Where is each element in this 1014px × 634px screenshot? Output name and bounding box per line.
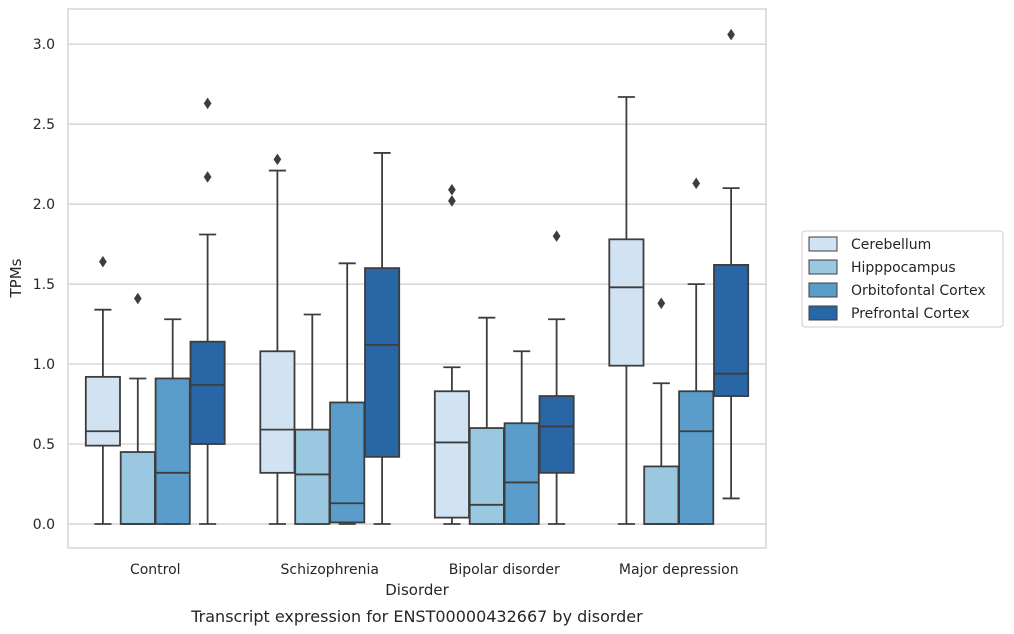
outlier-point-0 (133, 292, 142, 305)
outlier-point-1 (203, 97, 212, 110)
box-body (364, 267, 401, 458)
box-3-3 (713, 28, 750, 500)
y-tick-label-5: 2.5 (33, 117, 55, 133)
legend-swatch (808, 259, 838, 275)
box-body (294, 428, 331, 525)
box-0-0 (84, 255, 121, 525)
box-body (329, 401, 366, 524)
box-body (154, 377, 191, 525)
y-tick-label-0: 0.0 (33, 517, 55, 533)
box-1-0 (119, 292, 156, 525)
y-tick-label-1: 0.5 (33, 437, 55, 453)
box-body (189, 340, 226, 445)
box-0-2 (433, 183, 470, 525)
box-body (678, 390, 715, 525)
box-body (84, 375, 121, 447)
legend-frame (801, 230, 1004, 328)
box-body (608, 238, 645, 367)
x-axis-label: Disorder (385, 581, 449, 599)
box-body (503, 422, 540, 525)
box-2-2 (503, 350, 540, 525)
y-tick-label-2: 1.0 (33, 357, 55, 373)
boxes (84, 28, 750, 525)
legend-swatch (808, 305, 838, 321)
box-body (119, 451, 156, 525)
legend: Cerebellum Hipppocampus Orbitofontal Corte… (801, 230, 1004, 328)
legend-item-1: Hipppocampus (808, 259, 956, 276)
box-2-3 (678, 177, 715, 525)
outlier-point-0 (727, 28, 736, 41)
box-3-1 (364, 152, 401, 525)
y-tick-label-4: 2.0 (33, 197, 55, 213)
box-2-1 (329, 262, 366, 525)
box-body (433, 390, 470, 519)
legend-swatch (808, 236, 838, 252)
box-body (538, 395, 575, 474)
x-tick-label-0: Control (130, 562, 181, 578)
legend-swatch (808, 282, 838, 298)
box-2-0 (154, 318, 191, 525)
y-tick-label-6: 3.0 (33, 37, 55, 53)
legend-label: Cerebellum (851, 237, 931, 253)
outlier-point-0 (657, 297, 666, 310)
box-body (643, 465, 680, 525)
x-tick-label-1: Schizophrenia (281, 562, 379, 578)
box-body (259, 350, 296, 474)
box-body (468, 427, 505, 525)
outlier-point-0 (203, 171, 212, 183)
outlier-point-1 (447, 183, 456, 196)
x-tick-labels: Control Schizophrenia Bipolar disorder Majo… (130, 562, 739, 578)
outlier-point-0 (692, 177, 701, 190)
box-1-2 (468, 316, 505, 525)
y-axis-label: TPMs (7, 258, 25, 298)
outlier-point-0 (552, 230, 561, 242)
plot-frame (67, 8, 767, 549)
outlier-point-0 (273, 153, 282, 166)
legend-item-3: Prefrontal Cortex (808, 305, 970, 322)
x-tick-label-3: Major depression (619, 562, 739, 578)
box-3-2 (538, 230, 575, 525)
legend-item-2: Orbitofontal Cortex (808, 282, 986, 299)
y-tick-label-3: 1.5 (33, 277, 55, 293)
legend-item-0: Cerebellum (808, 236, 931, 253)
outlier-point-0 (447, 195, 456, 207)
legend-label: Hipppocampus (851, 260, 956, 276)
outlier-point-0 (98, 255, 107, 268)
box-0-3 (608, 96, 645, 525)
box-body (713, 264, 750, 397)
y-tick-labels: 0.0 0.5 1.0 1.5 2.0 2.5 3.0 (33, 37, 55, 533)
legend-label: Prefrontal Cortex (851, 306, 970, 322)
box-3-0 (189, 97, 226, 525)
legend-label: Orbitofontal Cortex (851, 283, 986, 299)
box-0-1 (259, 153, 296, 525)
x-tick-label-2: Bipolar disorder (449, 562, 560, 578)
chart-caption: Transcript expression for ENST0000043266… (190, 607, 643, 626)
box-1-1 (294, 313, 331, 525)
